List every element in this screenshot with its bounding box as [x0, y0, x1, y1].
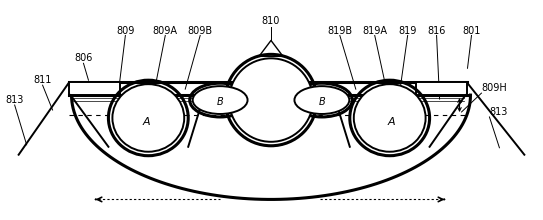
- Text: 819: 819: [399, 26, 417, 35]
- Text: B: B: [217, 97, 224, 107]
- Text: 809H: 809H: [482, 83, 507, 93]
- Bar: [415, 82, 468, 95]
- Text: A: A: [142, 117, 150, 127]
- Text: 809B: 809B: [188, 26, 213, 35]
- Ellipse shape: [112, 84, 184, 152]
- Text: B: B: [319, 97, 325, 107]
- Text: 819B: 819B: [327, 26, 352, 35]
- Text: 806: 806: [74, 53, 93, 63]
- Bar: [68, 82, 121, 95]
- Text: 816: 816: [427, 26, 446, 35]
- Ellipse shape: [193, 86, 248, 114]
- Text: 809: 809: [116, 26, 135, 35]
- Text: 810: 810: [262, 16, 280, 26]
- Text: 813: 813: [489, 107, 508, 117]
- Text: 813: 813: [5, 95, 24, 105]
- Text: 811: 811: [34, 75, 52, 85]
- Text: 801: 801: [462, 26, 481, 35]
- Text: 819A: 819A: [362, 26, 387, 35]
- Ellipse shape: [294, 86, 349, 114]
- Ellipse shape: [229, 58, 313, 142]
- Ellipse shape: [354, 84, 426, 152]
- Text: 809A: 809A: [153, 26, 178, 35]
- Text: A: A: [388, 117, 395, 127]
